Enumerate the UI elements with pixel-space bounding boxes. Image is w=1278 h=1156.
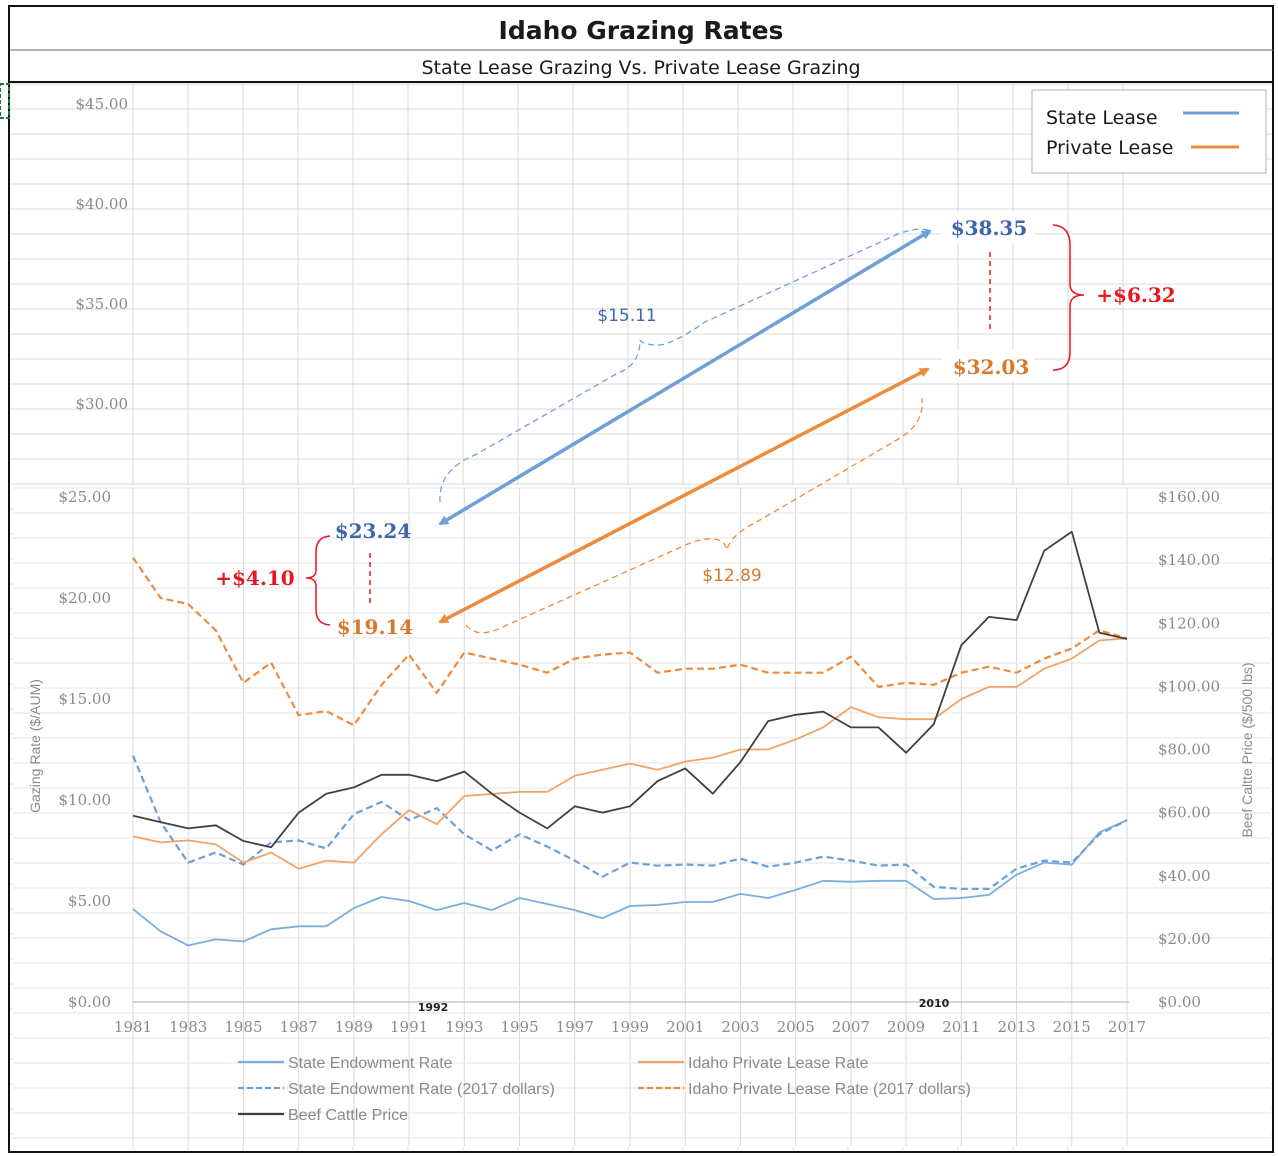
legend-label-1: State Endowment Rate (2017 dollars): [288, 1081, 555, 1098]
upper-tick-45: $45.00: [76, 95, 129, 113]
x-tick-label: 2007: [832, 1018, 870, 1036]
right-tick-label: $0.00: [1158, 993, 1201, 1011]
legend-label-4: Beef Cattle Price: [288, 1107, 408, 1124]
series-line-2: [132, 637, 1128, 870]
label-private-2010: $32.03: [953, 355, 1030, 379]
brace-state-change: [439, 228, 931, 503]
plot-gridlines: [13, 487, 1271, 1146]
label-diff-2010: +$6.32: [1096, 283, 1175, 307]
arrow-state-lease: [438, 229, 932, 526]
series-layer: [131, 530, 1128, 947]
x-tick-label: 1997: [556, 1018, 594, 1036]
left-tick-label: $25.00: [59, 488, 112, 506]
x-tick-label: 2001: [666, 1018, 704, 1036]
x-tick-label: 1987: [280, 1018, 318, 1036]
x-tick-label: 1981: [114, 1018, 152, 1036]
upper-tick-30: $30.00: [76, 395, 129, 413]
series-line-0: [132, 819, 1128, 947]
lower-chart-panel: [13, 485, 1271, 1147]
series-line-1: [131, 755, 1128, 891]
x-tick-label: 1995: [500, 1018, 538, 1036]
upper-axis: $45.00 $40.00 $35.00 $30.00: [76, 95, 129, 413]
x-tick-label: 2011: [942, 1018, 980, 1036]
lower-legend: State Endowment Rate Idaho Private Lease …: [238, 1055, 971, 1124]
x-tick-label: 1991: [390, 1018, 428, 1036]
series-line-4: [132, 530, 1128, 849]
right-tick-label: $100.00: [1158, 677, 1220, 695]
right-axis-ticks: $0.00 $20.00 $40.00 $60.00 $80.00 $100.00 $120…: [1158, 488, 1220, 1011]
upper-tick-35: $35.00: [76, 295, 129, 313]
x-tick-label: 2015: [1053, 1018, 1091, 1036]
left-tick-label: $5.00: [68, 892, 111, 910]
label-state-change: $15.11: [597, 306, 656, 326]
brace-1992: [305, 535, 331, 626]
legend-label-state-lease: State Lease: [1046, 107, 1158, 129]
brace-2010: [1052, 224, 1085, 371]
left-axis-title: Gazing Rate ($/AUM): [27, 679, 43, 813]
x-tick-label: 1993: [445, 1018, 483, 1036]
label-state-1992: $23.24: [335, 519, 412, 543]
left-axis-ticks: $0.00 $5.00 $10.00 $15.00 $20.00 $25.00: [59, 488, 112, 1011]
label-bg-state-2010: [942, 212, 1034, 244]
label-state-2010: $38.35: [951, 216, 1028, 240]
series-line-3: [132, 556, 1128, 727]
x-tick-label: 2005: [777, 1018, 815, 1036]
label-diff-1992: +$4.10: [215, 566, 294, 590]
left-tick-label: $10.00: [59, 791, 112, 809]
legend-label-0: State Endowment Rate: [288, 1055, 453, 1072]
x-tick-label: 1983: [169, 1018, 207, 1036]
year-marker-2010: 2010: [919, 997, 950, 1010]
cell-selection-marker[interactable]: [0, 83, 10, 119]
right-tick-label: $20.00: [1158, 930, 1211, 948]
chart-title: Idaho Grazing Rates: [499, 16, 784, 45]
left-tick-label: $0.00: [68, 993, 111, 1011]
x-tick-label: 2017: [1108, 1018, 1146, 1036]
x-tick-label: 2009: [887, 1018, 925, 1036]
x-tick-label: 1999: [611, 1018, 649, 1036]
left-tick-label: $15.00: [59, 690, 112, 708]
upper-legend-box: [1031, 89, 1267, 174]
right-axis-title: Beef Caltte Price ($/500 lbs): [1239, 662, 1255, 837]
x-axis-ticks: 1981 1983 1985 1987 1989 1991 1993 1995 1997 1999…: [114, 1018, 1146, 1036]
right-tick-label: $40.00: [1158, 867, 1211, 885]
right-tick-label: $80.00: [1158, 741, 1211, 759]
right-tick-label: $160.00: [1158, 488, 1220, 506]
x-tick-label: 2003: [721, 1018, 759, 1036]
title-box: [8, 5, 1274, 83]
upper-legend: State Lease Private Lease: [1031, 89, 1267, 174]
label-private-change: $12.89: [702, 566, 761, 586]
x-tick-label: 1985: [224, 1018, 262, 1036]
chart-subtitle: State Lease Grazing Vs. Private Lease Gr…: [421, 57, 860, 79]
left-tick-label: $20.00: [59, 589, 112, 607]
x-tick-label: 2013: [997, 1018, 1035, 1036]
upper-tick-40: $40.00: [76, 195, 129, 213]
right-tick-label: $60.00: [1158, 804, 1211, 822]
year-marker-1992: 1992: [418, 1001, 449, 1014]
right-tick-label: $140.00: [1158, 551, 1220, 569]
label-bg-private-2010: [942, 350, 1034, 382]
x-tick-label: 1989: [335, 1018, 373, 1036]
label-private-1992: $19.14: [337, 615, 414, 639]
right-tick-label: $120.00: [1158, 614, 1220, 632]
legend-label-2: Idaho Private Lease Rate: [688, 1055, 869, 1072]
legend-label-3: Idaho Private Lease Rate (2017 dollars): [688, 1081, 971, 1098]
arrow-private-lease: [438, 367, 930, 624]
brace-private-change: [465, 397, 923, 634]
legend-label-private-lease: Private Lease: [1046, 137, 1173, 159]
